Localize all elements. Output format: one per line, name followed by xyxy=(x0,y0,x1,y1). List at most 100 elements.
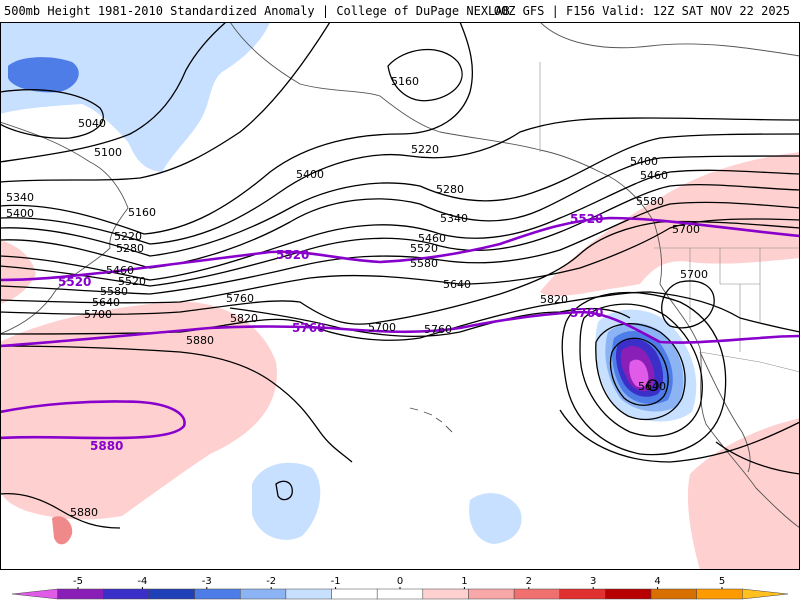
colorbar-tick-labels: -5 -4 -3 -2 -1 0 1 2 3 4 5 xyxy=(73,576,725,589)
contour-label: 5460 xyxy=(640,169,668,182)
colorbar-tick-label: -3 xyxy=(202,576,212,587)
neg-anomaly-south xyxy=(469,493,522,544)
map-title: 500mb Height 1981-2010 Standardized Anom… xyxy=(4,4,510,18)
contour-label: 5460 xyxy=(106,264,134,277)
highlight-label: 5760 xyxy=(570,306,603,320)
contour-label: 5760 xyxy=(226,292,254,305)
colorbar-tick-label: 1 xyxy=(461,576,467,587)
contour-5880-s xyxy=(0,492,121,529)
contour-label: 5520 xyxy=(410,242,438,255)
contour-5820-ring xyxy=(579,303,703,437)
contour-label: 5400 xyxy=(6,207,34,220)
contour-5700-cutoff xyxy=(661,280,715,329)
colorbar-segment xyxy=(513,588,561,600)
model-run-info: 00Z GFS | F156 Valid: 12Z SAT NOV 22 202… xyxy=(493,4,790,18)
contour-label: 5640 xyxy=(638,380,666,393)
colorbar-segment xyxy=(468,588,515,600)
colorbar-segment xyxy=(376,588,424,600)
colorbar-segment xyxy=(11,588,58,600)
contour-5040 xyxy=(0,89,104,139)
political-borders xyxy=(539,62,800,373)
colorbar-segments xyxy=(11,588,789,600)
neg-anomaly-nw-core xyxy=(8,57,79,93)
contour-5280 xyxy=(0,117,800,245)
colorbar-segment xyxy=(605,588,652,600)
contour-label: 5220 xyxy=(411,143,439,156)
contour-5880-ring xyxy=(275,480,293,501)
pos-anomaly-sw-core xyxy=(52,516,73,545)
contour-5880 xyxy=(0,345,353,463)
border-us-mexico xyxy=(699,351,800,373)
contour-label: 5820 xyxy=(230,312,258,325)
contour-label: 5340 xyxy=(440,212,468,225)
contour-5700-ring xyxy=(595,323,686,420)
contour-5100 xyxy=(0,22,227,163)
coastline-alaska xyxy=(229,22,655,223)
contour-label: 5580 xyxy=(636,195,664,208)
contour-5760-black xyxy=(0,291,800,341)
contour-label: 5700 xyxy=(672,223,700,236)
weather-map: 5040 5100 5160 5160 5220 5220 5280 5280 … xyxy=(0,22,800,570)
contour-label: 5580 xyxy=(100,285,128,298)
contour-label: 5820 xyxy=(540,293,568,306)
state-lines xyxy=(689,248,761,352)
contour-5640 xyxy=(0,218,800,304)
colorbar-segment xyxy=(239,588,287,600)
hawaii xyxy=(409,407,453,433)
contour-se-2 xyxy=(715,441,800,475)
contour-label: 5340 xyxy=(6,191,34,204)
colorbar-tick-label: 5 xyxy=(719,576,725,587)
contour-label: 5700 xyxy=(680,268,708,281)
colorbar-tick-label: -5 xyxy=(73,576,83,587)
colorbar-segment xyxy=(57,588,104,600)
contour-5520-black xyxy=(0,184,800,287)
colorbar-tick-label: 2 xyxy=(526,576,532,587)
contour-label: 5400 xyxy=(630,155,658,168)
pos-anomaly-se xyxy=(687,418,800,570)
contour-label: 5700 xyxy=(368,321,396,334)
contour-5880-ring-2 xyxy=(647,379,659,392)
colorbar-segment xyxy=(742,588,789,600)
coastline-asia xyxy=(0,121,129,335)
highlight-label: 5520 xyxy=(58,275,91,289)
neg-anomaly-nw xyxy=(0,22,270,172)
contour-5160-n xyxy=(387,48,463,102)
coastlines xyxy=(0,22,800,529)
contour-label: 5100 xyxy=(94,146,122,159)
anomaly-shading xyxy=(0,22,800,570)
contour-label: 5520 xyxy=(118,275,146,288)
colorbar-segment xyxy=(148,588,195,600)
contour-5520-purple xyxy=(0,216,800,282)
highlight-labels: 5520 5520 5520 5760 5760 5880 xyxy=(58,212,603,453)
contour-label: 5220 xyxy=(114,230,142,243)
contour-label: 5880 xyxy=(186,334,214,347)
contour-5640-ring xyxy=(609,337,669,406)
contour-label: 5040 xyxy=(78,117,106,130)
contour-label: 5760 xyxy=(424,323,452,336)
contour-label: 5460 xyxy=(418,232,446,245)
contour-label: 5880 xyxy=(70,506,98,519)
colorbar-tick-label: -1 xyxy=(331,576,341,587)
contour-5580 xyxy=(0,201,800,295)
colorbar-tick-label: 0 xyxy=(397,576,403,587)
colorbar-segment xyxy=(194,588,241,600)
contour-label: 5640 xyxy=(443,278,471,291)
contour-5340 xyxy=(0,133,800,257)
contour-5160 xyxy=(0,22,331,183)
contour-label: 5400 xyxy=(296,168,324,181)
highlight-contours xyxy=(0,216,800,440)
colorbar-tick-label: -2 xyxy=(266,576,276,587)
contour-5760-ring xyxy=(561,291,727,456)
contour-label: 5160 xyxy=(391,75,419,88)
colorbar-segment xyxy=(103,588,150,600)
highlight-label: 5760 xyxy=(292,321,325,335)
contour-label: 5280 xyxy=(436,183,464,196)
contour-label: 5640 xyxy=(92,296,120,309)
colorbar-segment xyxy=(285,588,332,600)
highlight-label: 5520 xyxy=(276,248,309,262)
contour-label: 5580 xyxy=(410,257,438,270)
contour-labels: 5040 5100 5160 5160 5220 5220 5280 5280 … xyxy=(6,75,708,519)
highlight-label: 5880 xyxy=(90,439,123,453)
coastline-north-america xyxy=(653,221,800,529)
colorbar-segment xyxy=(650,588,697,600)
